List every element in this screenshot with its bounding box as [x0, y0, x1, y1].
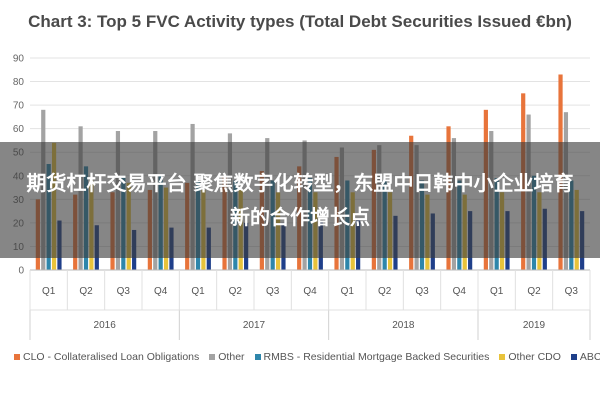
chart-legend: CLO - Collateralised Loan Obligations Oth… — [14, 351, 600, 363]
x-tick-label: Q4 — [453, 286, 467, 297]
y-tick-label: 0 — [18, 266, 24, 277]
x-tick-label: Q2 — [79, 286, 93, 297]
legend-label: RMBS - Residential Mortgage Backed Secur… — [263, 351, 490, 363]
x-tick-label: Q1 — [42, 286, 56, 297]
x-tick-label: Q3 — [415, 286, 429, 297]
x-tick-label: Q2 — [378, 286, 392, 297]
x-tick-label: Q2 — [527, 286, 541, 297]
legend-label: Other CDO — [508, 351, 561, 363]
x-tick-label: Q2 — [229, 286, 243, 297]
year-label: 2018 — [392, 320, 415, 331]
legend-label: CLO - Collateralised Loan Obligations — [23, 351, 200, 363]
legend-swatch — [570, 354, 577, 360]
caption-overlay-banner: 期货杠杆交易平台 聚焦数字化转型，东盟中日韩中小企业培育新的合作增长点 — [0, 142, 600, 258]
chart-title: Chart 3: Top 5 FVC Activity types (Total… — [28, 12, 572, 31]
legend-label: ABCP — [579, 351, 600, 363]
overlay-caption: 期货杠杆交易平台 聚焦数字化转型，东盟中日韩中小企业培育新的合作增长点 — [26, 171, 574, 229]
x-tick-label: Q3 — [266, 286, 280, 297]
legend-swatch — [499, 354, 506, 360]
legend-item: ABCP — [570, 351, 600, 363]
x-tick-label: Q1 — [490, 286, 504, 297]
x-tick-label: Q1 — [191, 286, 205, 297]
legend-swatch — [254, 354, 261, 360]
y-tick-label: 70 — [13, 101, 25, 112]
legend-label: Other — [218, 351, 245, 363]
y-tick-label: 60 — [13, 124, 25, 135]
x-tick-label: Q4 — [303, 286, 317, 297]
year-label: 2019 — [523, 320, 546, 331]
x-tick-label: Q3 — [117, 286, 131, 297]
legend-swatch — [209, 354, 216, 360]
legend-item: RMBS - Residential Mortgage Backed Secur… — [254, 351, 490, 363]
legend-swatch — [14, 354, 20, 360]
x-tick-label: Q1 — [341, 286, 355, 297]
legend-item: Other — [209, 351, 245, 363]
x-tick-label: Q4 — [154, 286, 168, 297]
y-tick-label: 90 — [13, 54, 25, 65]
legend-item: CLO - Collateralised Loan Obligations — [14, 351, 199, 363]
x-tick-label: Q3 — [565, 286, 579, 297]
year-label: 2017 — [243, 320, 266, 331]
y-tick-label: 80 — [13, 77, 25, 88]
year-label: 2016 — [94, 320, 117, 331]
legend-item: Other CDO — [499, 351, 561, 363]
